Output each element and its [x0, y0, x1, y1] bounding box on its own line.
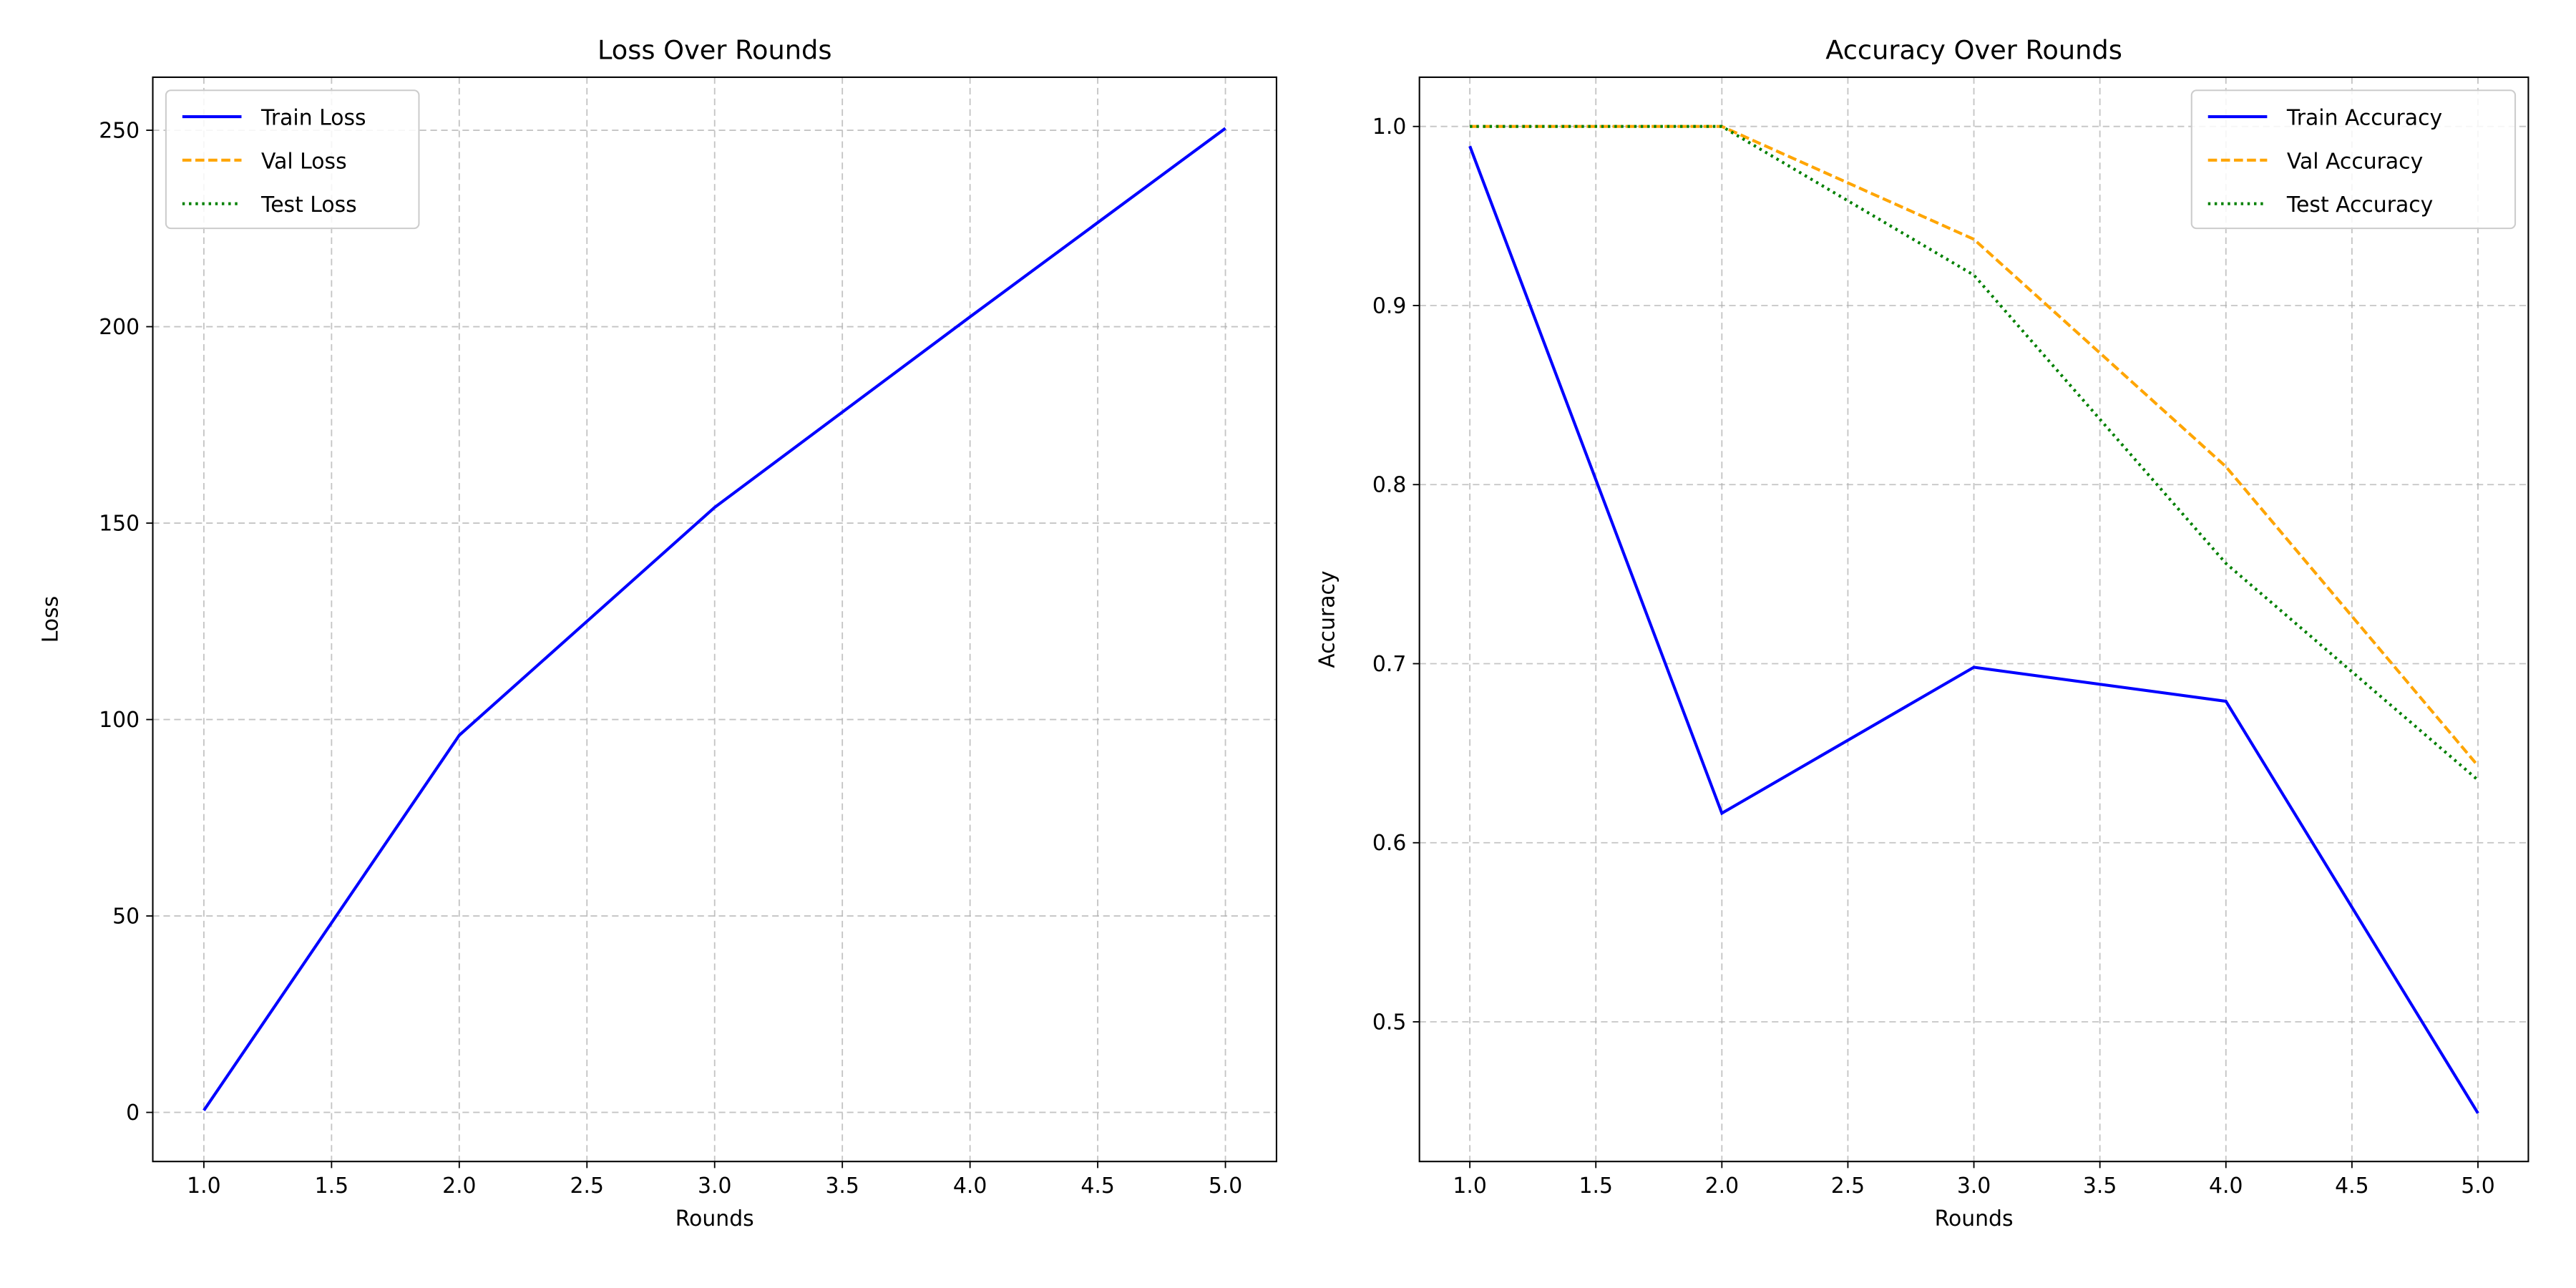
- x-tick-label: 4.5: [1080, 1174, 1114, 1199]
- y-tick-label: 0.8: [1372, 473, 1406, 498]
- x-tick-label: 2.5: [1831, 1174, 1865, 1199]
- chart-panel: 1.0 1.5 2.0 2.5 3.0 3.5 4.0 4.5 5.0 0.5 0.6 0.7 0.8 0…: [1314, 35, 2529, 1231]
- y-tick-label: 0.5: [1372, 1010, 1406, 1035]
- x-tick-label: 5.0: [1209, 1174, 1242, 1199]
- series-line: [1470, 125, 2479, 767]
- legend-label: Val Loss: [261, 149, 347, 174]
- y-axis-label: Loss: [38, 596, 63, 643]
- legend: Train Accuracy Val Accuracy Test Accuracy: [2190, 89, 2517, 230]
- chart-title: Accuracy Over Rounds: [1825, 35, 2122, 66]
- y-tick-label: 50: [112, 904, 140, 929]
- y-tick-label: 0: [126, 1101, 140, 1126]
- plot-frame: [1418, 76, 2529, 1163]
- x-tick-label: 3.5: [2083, 1174, 2117, 1199]
- legend-label: Test Accuracy: [2286, 192, 2433, 218]
- series-line: [1470, 125, 2479, 781]
- x-tick-label: 1.5: [1579, 1174, 1613, 1199]
- x-axis-label: Rounds: [675, 1206, 754, 1231]
- x-tick-label: 1.5: [315, 1174, 348, 1199]
- x-tick-label: 2.0: [442, 1174, 476, 1199]
- y-axis-label: Accuracy: [1314, 570, 1340, 668]
- y-tick-label: 150: [99, 511, 140, 536]
- series-line: [1468, 145, 2479, 1114]
- legend: Train Loss Val Loss Test Loss: [165, 89, 420, 230]
- y-tick-label: 1.0: [1372, 114, 1406, 140]
- x-tick-label: 3.5: [825, 1174, 859, 1199]
- y-tick-label: 200: [99, 315, 140, 340]
- x-tick-label: 5.0: [2461, 1174, 2494, 1199]
- x-tick-label: 4.5: [2335, 1174, 2368, 1199]
- x-tick-label: 3.0: [1957, 1174, 1991, 1199]
- legend-box: [2190, 89, 2517, 230]
- x-tick-label: 2.5: [570, 1174, 604, 1199]
- y-tick-label: 250: [99, 118, 140, 143]
- legend-label: Val Accuracy: [2287, 149, 2423, 174]
- y-tick-label: 100: [99, 708, 140, 733]
- chart-title: Loss Over Rounds: [597, 35, 832, 66]
- x-tick-label: 1.0: [187, 1174, 220, 1199]
- y-tick-label: 0.6: [1372, 831, 1406, 856]
- legend-label: Train Loss: [260, 105, 366, 130]
- y-tick-label: 0.9: [1372, 293, 1406, 318]
- legend-label: Test Loss: [260, 192, 357, 218]
- x-tick-label: 4.0: [2209, 1174, 2243, 1199]
- legend-label: Train Accuracy: [2286, 105, 2442, 130]
- y-tick-label: 0.7: [1372, 652, 1406, 677]
- x-tick-label: 1.0: [1453, 1174, 1486, 1199]
- series-line: [203, 127, 1226, 1112]
- legend-box: [165, 89, 420, 230]
- chart-panel: 1.0 1.5 2.0 2.5 3.0 3.5 4.0 4.5 5.0 0 50 100 150 200 2…: [38, 35, 1277, 1231]
- x-axis-label: Rounds: [1935, 1206, 2014, 1231]
- x-tick-label: 2.0: [1705, 1174, 1739, 1199]
- x-tick-label: 3.0: [698, 1174, 731, 1199]
- x-tick-label: 4.0: [953, 1174, 987, 1199]
- plot-frame: [152, 76, 1277, 1163]
